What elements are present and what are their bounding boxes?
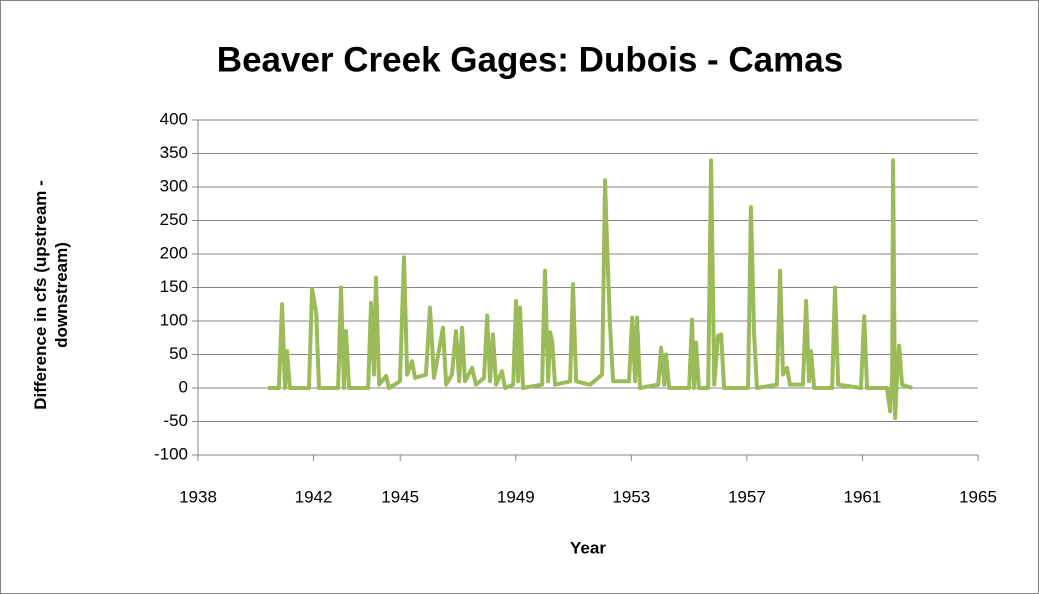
x-tick-label: 1953 bbox=[612, 487, 650, 506]
y-tick-label: -100 bbox=[154, 444, 188, 463]
y-tick-label: 50 bbox=[169, 344, 188, 363]
y-tick-label: 200 bbox=[160, 243, 188, 262]
x-tick-label: 1957 bbox=[728, 487, 766, 506]
x-tick-label: 1942 bbox=[295, 487, 333, 506]
y-tick-label: 250 bbox=[160, 210, 188, 229]
chart-title: Beaver Creek Gages: Dubois - Camas bbox=[217, 40, 843, 79]
y-tick-label: 150 bbox=[160, 277, 188, 296]
y-axis-label: Difference in cfs (upstream - downstream… bbox=[31, 180, 71, 410]
y-tick-label: 0 bbox=[179, 377, 188, 396]
y-tick-label: 400 bbox=[160, 109, 188, 128]
y-axis-label-box: Difference in cfs (upstream - downstream… bbox=[31, 180, 71, 410]
y-tick-label: 100 bbox=[160, 310, 188, 329]
x-axis-label: Year bbox=[570, 538, 606, 557]
y-tick-label: -50 bbox=[163, 411, 188, 430]
data-line bbox=[267, 158, 913, 421]
x-tick-label: 1949 bbox=[497, 487, 535, 506]
x-tick-label: 1938 bbox=[179, 487, 217, 506]
x-tick-label: 1945 bbox=[381, 487, 419, 506]
x-tick-label: 1965 bbox=[959, 487, 997, 506]
x-tick-label: 1961 bbox=[844, 487, 882, 506]
y-tick-label: 350 bbox=[160, 143, 188, 162]
y-tick-label: 300 bbox=[160, 176, 188, 195]
